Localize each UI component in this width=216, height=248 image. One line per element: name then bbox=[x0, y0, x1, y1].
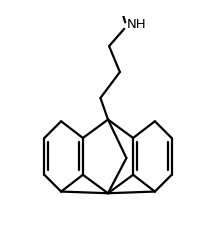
Text: NH: NH bbox=[126, 18, 146, 31]
